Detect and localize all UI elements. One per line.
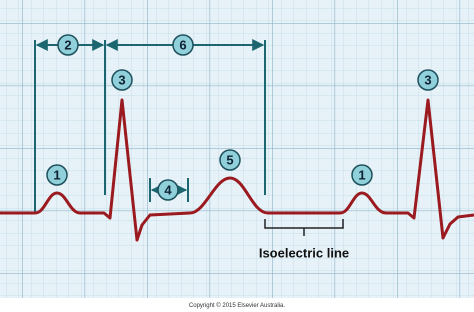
label: 1 <box>358 168 365 183</box>
label: 1 <box>53 168 60 183</box>
label-circle <box>111 69 133 91</box>
label-circle <box>46 164 68 186</box>
isoelectric-label: Isoelectric line <box>259 246 349 261</box>
label: 4 <box>164 183 172 198</box>
label: 3 <box>424 73 431 88</box>
copyright: Copyright © 2015 Elsevier Australia. <box>189 302 285 309</box>
label: 6 <box>179 38 186 53</box>
label-circle <box>57 34 79 56</box>
label-circle <box>417 69 439 91</box>
footer-strip <box>0 298 474 312</box>
ecg-trace <box>0 98 474 242</box>
isoelectric-bracket <box>264 219 344 236</box>
label-circle <box>172 34 194 56</box>
label-circle <box>157 179 179 201</box>
label: 5 <box>226 153 233 168</box>
label-circle <box>219 149 241 171</box>
label-circle <box>351 164 373 186</box>
label: 3 <box>118 73 125 88</box>
label: 2 <box>64 38 71 53</box>
